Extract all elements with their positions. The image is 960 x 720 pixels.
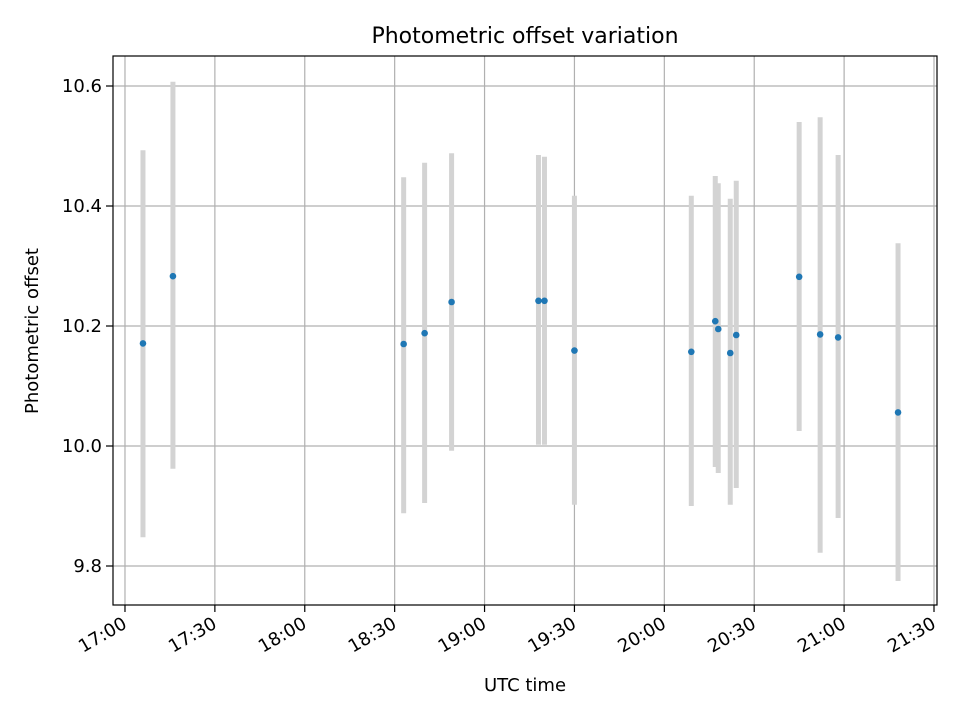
y-tick-label: 10.6 bbox=[62, 76, 102, 97]
y-tick-label: 9.8 bbox=[73, 556, 102, 577]
data-point bbox=[795, 273, 803, 281]
y-tick-label: 10.0 bbox=[62, 436, 102, 457]
data-point bbox=[714, 325, 722, 333]
data-point bbox=[732, 331, 740, 339]
data-point bbox=[541, 297, 548, 305]
data-point bbox=[816, 331, 824, 338]
data-point bbox=[726, 349, 734, 357]
data-point bbox=[421, 329, 428, 337]
y-tick-label: 10.4 bbox=[62, 196, 102, 217]
data-point bbox=[139, 340, 147, 347]
data-point bbox=[169, 272, 177, 280]
x-axis-label: UTC time bbox=[484, 675, 566, 696]
data-point bbox=[834, 334, 842, 341]
y-tick-label: 10.2 bbox=[62, 316, 102, 337]
data-point bbox=[448, 298, 455, 306]
data-point bbox=[400, 340, 407, 348]
data-points bbox=[139, 272, 902, 416]
grid bbox=[113, 56, 937, 605]
y-axis-label: Photometric offset bbox=[22, 248, 43, 414]
plot-frame bbox=[112, 55, 938, 606]
data-point bbox=[571, 347, 578, 354]
data-point bbox=[535, 297, 542, 305]
y-axis-ticks: 9.8 10.0 10.2 10.4 10.6 bbox=[62, 76, 113, 577]
data-point bbox=[687, 348, 695, 356]
data-point bbox=[894, 409, 902, 416]
data-point bbox=[711, 317, 719, 325]
chart-title: Photometric offset variation bbox=[371, 24, 678, 49]
